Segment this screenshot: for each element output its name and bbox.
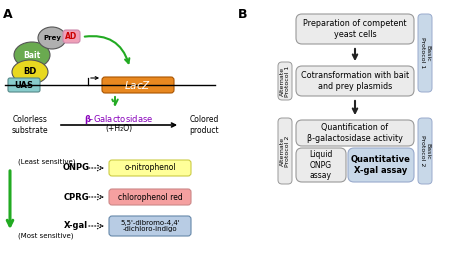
Text: (+H₂O): (+H₂O) bbox=[105, 124, 133, 133]
Ellipse shape bbox=[12, 60, 48, 84]
Text: (Most sensitive): (Most sensitive) bbox=[18, 233, 73, 239]
Text: (Least sensitive): (Least sensitive) bbox=[18, 159, 75, 165]
FancyBboxPatch shape bbox=[109, 216, 191, 236]
Text: 5,5'-dibromo-4,4'
-dichloro-indigo: 5,5'-dibromo-4,4' -dichloro-indigo bbox=[120, 220, 180, 232]
Text: ONPG: ONPG bbox=[63, 164, 90, 173]
FancyArrowPatch shape bbox=[85, 36, 129, 63]
FancyBboxPatch shape bbox=[296, 148, 346, 182]
Ellipse shape bbox=[14, 42, 50, 68]
FancyBboxPatch shape bbox=[63, 30, 80, 43]
Text: Basic
Protocol 1: Basic Protocol 1 bbox=[419, 37, 430, 69]
FancyBboxPatch shape bbox=[278, 118, 292, 184]
Text: AD: AD bbox=[65, 32, 78, 41]
Text: chlorophenol red: chlorophenol red bbox=[118, 192, 182, 201]
Text: A: A bbox=[3, 8, 13, 21]
Text: UAS: UAS bbox=[15, 80, 34, 90]
FancyBboxPatch shape bbox=[278, 62, 292, 100]
Text: Colored
product: Colored product bbox=[189, 115, 219, 135]
Text: Colorless
substrate: Colorless substrate bbox=[12, 115, 48, 135]
FancyBboxPatch shape bbox=[418, 14, 432, 92]
FancyBboxPatch shape bbox=[296, 14, 414, 44]
FancyBboxPatch shape bbox=[102, 77, 174, 93]
Text: $\mathbf{\beta}$-Galactosidase: $\mathbf{\beta}$-Galactosidase bbox=[84, 112, 154, 125]
Text: Alternate
Protocol 2: Alternate Protocol 2 bbox=[280, 135, 291, 167]
FancyBboxPatch shape bbox=[296, 66, 414, 96]
Text: Basic
Protocol 2: Basic Protocol 2 bbox=[419, 135, 430, 167]
FancyBboxPatch shape bbox=[296, 120, 414, 146]
FancyBboxPatch shape bbox=[109, 189, 191, 205]
Text: Preparation of competent
yeast cells: Preparation of competent yeast cells bbox=[303, 19, 407, 39]
Ellipse shape bbox=[38, 27, 66, 49]
Text: Cotransformation with bait
and prey plasmids: Cotransformation with bait and prey plas… bbox=[301, 71, 409, 91]
Text: $\it{LacZ}$: $\it{LacZ}$ bbox=[125, 79, 152, 91]
Text: Liquid
ONPG
assay: Liquid ONPG assay bbox=[310, 150, 333, 180]
Text: o-nitrophenol: o-nitrophenol bbox=[124, 164, 176, 173]
FancyBboxPatch shape bbox=[8, 78, 40, 92]
FancyBboxPatch shape bbox=[418, 118, 432, 184]
Text: X-gal: X-gal bbox=[64, 222, 88, 230]
Text: Prey: Prey bbox=[43, 35, 61, 41]
Text: B: B bbox=[238, 8, 247, 21]
Text: Bait: Bait bbox=[23, 51, 41, 60]
Text: Quantitative
X-gal assay: Quantitative X-gal assay bbox=[351, 155, 411, 175]
Text: Alternate
Protocol 1: Alternate Protocol 1 bbox=[280, 65, 291, 97]
FancyBboxPatch shape bbox=[109, 160, 191, 176]
Text: CPRG: CPRG bbox=[63, 192, 89, 201]
Text: Quantification of
β-galactosidase activity: Quantification of β-galactosidase activi… bbox=[307, 123, 403, 143]
FancyBboxPatch shape bbox=[348, 148, 414, 182]
Text: BD: BD bbox=[23, 68, 36, 77]
